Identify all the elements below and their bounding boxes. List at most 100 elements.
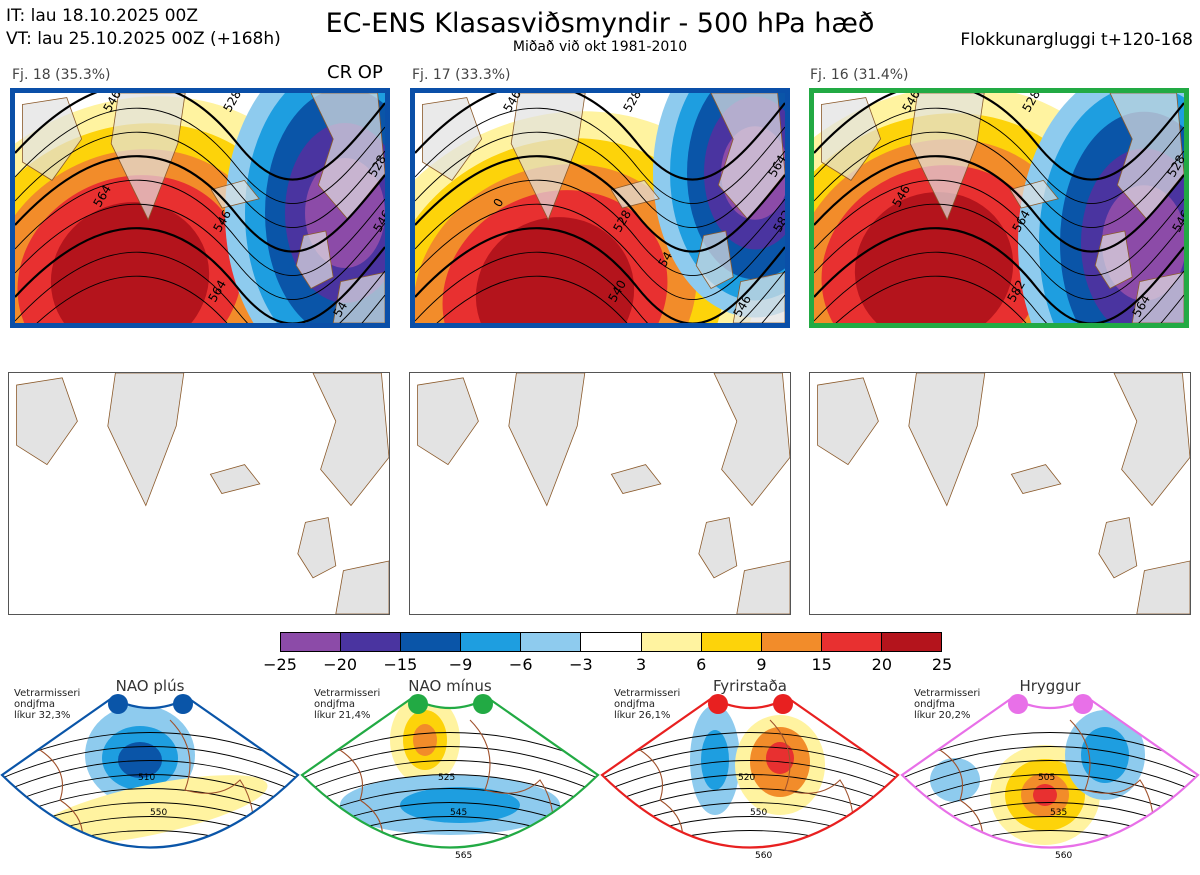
regime-marker-right [1073, 694, 1093, 714]
cluster-1-label: Fj. 18 (35.3%) [12, 67, 111, 83]
regime-title: Hryggur [1019, 677, 1081, 695]
colorbar-swatch [701, 633, 762, 651]
regime-note-line: Vetrarmisseri [914, 688, 981, 699]
warm-anomaly-shade [854, 192, 1014, 323]
colorbar-swatch [761, 633, 822, 651]
regime-note: Vetrarmisseri ondjfma líkur 26,1% [614, 688, 680, 721]
regime-sector-outline [0, 696, 300, 849]
regime-note-line: Vetrarmisseri [314, 688, 381, 699]
land-shape [22, 97, 83, 181]
regime-marker-left [108, 694, 128, 714]
regime-sector-outline [300, 696, 600, 849]
regime-anomaly-shade [413, 724, 437, 756]
colorbar-tick-label: 3 [635, 655, 647, 674]
regime-marker-right [173, 694, 193, 714]
land-shape [422, 97, 483, 181]
land-shape [312, 373, 389, 507]
land-shape [107, 373, 185, 507]
regime-marker-left [408, 694, 428, 714]
colorbar-swatch [401, 633, 462, 651]
regime-contour-label: 560 [1055, 851, 1072, 861]
cluster-2-empty-map [409, 372, 791, 615]
regime-anomaly-shade [701, 730, 729, 790]
regime-contour-label: 560 [755, 851, 772, 861]
land-shape [817, 377, 879, 466]
regime-title: NAO mínus [408, 677, 492, 695]
land-shape [1010, 464, 1062, 494]
regime-map: 505 535 560 [900, 680, 1200, 871]
regime-marker-right [473, 694, 493, 714]
land-shape [610, 464, 662, 494]
land-shape [610, 179, 660, 209]
land-shape [732, 271, 785, 323]
land-shape [713, 373, 790, 507]
page-subtitle: Miðað við okt 1981-2010 [512, 39, 688, 55]
land-shape [508, 373, 586, 507]
regime-note-line: líkur 20,2% [914, 710, 971, 721]
cluster-1-map[interactable]: 546 528 564 546 564 528 546 54 [10, 88, 390, 328]
classification-window: Flokkunargluggi t+120-168 [960, 30, 1193, 50]
regime-note-line: Vetrarmisseri [14, 688, 81, 699]
colorbar-swatch [881, 633, 942, 651]
colorbar-tick-label: 6 [696, 655, 707, 674]
land-shape [1094, 230, 1133, 290]
regime-note: Vetrarmisseri ondjfma líkur 32,3% [14, 688, 80, 721]
land-shape [209, 464, 261, 494]
warm-anomaly-shade [475, 217, 635, 323]
regime-note-line: ondjfma [314, 699, 355, 710]
land-shape [295, 230, 334, 290]
coastlines [16, 373, 389, 614]
cluster-2-label: Fj. 17 (33.3%) [412, 67, 511, 83]
regime-title: NAO plús [115, 677, 185, 695]
land-shape [16, 377, 78, 466]
land-shape [297, 517, 337, 579]
coastlines [417, 373, 790, 614]
coastlines [817, 373, 1190, 614]
colorbar-tick-label: 9 [756, 655, 767, 674]
colorbar-tick-label: −3 [569, 655, 593, 674]
regime-note-line: líkur 21,4% [314, 710, 371, 721]
regime-anomaly-shade [1081, 727, 1129, 783]
regime-note-line: ondjfma [914, 699, 955, 710]
cluster-3-empty-map [809, 372, 1191, 615]
valid-time: VT: lau 25.10.2025 00Z (+168h) [6, 29, 281, 49]
warm-anomaly-shade [50, 202, 210, 323]
regime-contour-label: 510 [138, 773, 155, 783]
init-time: IT: lau 18.10.2025 00Z [6, 6, 198, 26]
regime-sector-outline [900, 696, 1200, 849]
regime-note: Vetrarmisseri ondjfma líkur 20,2% [914, 688, 980, 721]
regime-note-line: ondjfma [14, 699, 55, 710]
regime-contour-label: 545 [450, 808, 467, 818]
regime-map: 520 550 560 [600, 680, 900, 871]
colorbar-tick-label: 15 [811, 655, 832, 674]
cluster-1-empty-map [8, 372, 390, 615]
regime-anomaly-shade [118, 742, 162, 778]
regime-note-line: ondjfma [614, 699, 655, 710]
colorbar-tick-label: 25 [931, 655, 953, 674]
land-shape [908, 373, 986, 507]
colorbar-swatch [581, 633, 642, 651]
crop-label: CR OP [327, 62, 383, 83]
contour-label: 54 [330, 299, 350, 319]
cluster-3-map[interactable]: 546 528 546 564 582 528 546 564 [809, 88, 1189, 328]
header-dates: IT: lau 18.10.2025 00Z VT: lau 25.10.202… [6, 5, 281, 51]
land-shape [1098, 517, 1138, 579]
regime-contour-label: 565 [455, 851, 472, 861]
regime-contour-label: 550 [150, 808, 167, 818]
colorbar-swatch [341, 633, 402, 651]
regime-note-line: Vetrarmisseri [614, 688, 681, 699]
land-shape [736, 560, 790, 614]
cluster-2-map[interactable]: 546 528 0 528 540 564 582 546 54 [410, 88, 790, 328]
regime-note: Vetrarmisseri ondjfma líkur 21,4% [314, 688, 380, 721]
contour-label: 54 [655, 249, 675, 269]
regime-title: Fyrirstaða [713, 677, 787, 695]
regime-sector-outline [600, 696, 900, 849]
colorbar-tick-label: −25 [263, 655, 297, 674]
colorbar-tick-label: −20 [323, 655, 358, 674]
colorbar-tick-label: −6 [508, 655, 533, 674]
colorbar-swatch [461, 633, 522, 651]
page-title: EC-ENS Klasasviðsmyndir - 500 hPa hæð [325, 8, 875, 39]
regime-marker-right [773, 694, 793, 714]
regime-note-line: líkur 32,3% [14, 710, 71, 721]
regime-anomaly-shade [766, 742, 794, 774]
